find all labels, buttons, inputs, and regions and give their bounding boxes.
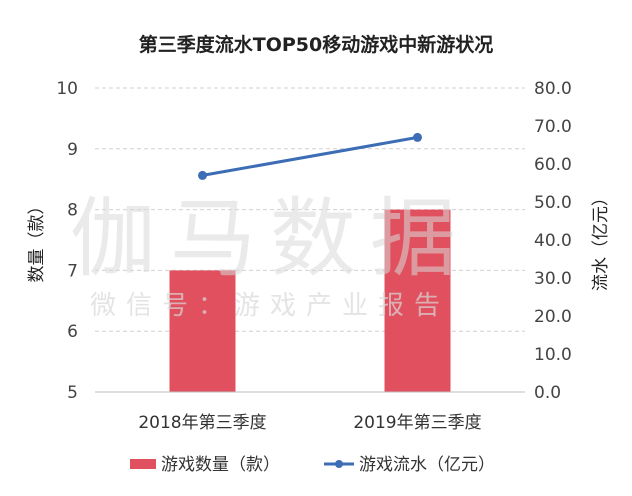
y2-tick-label: 0.0 [534, 383, 561, 403]
legend: 游戏数量（款） 游戏流水（亿元） [130, 455, 495, 475]
watermark-tagline: 微信号：游戏产业报告 [90, 291, 450, 321]
y-tick-label: 7 [67, 261, 78, 281]
left-axis-ticks: 5 6 7 8 9 10 [56, 79, 78, 403]
legend-bar-swatch [130, 459, 156, 469]
y-axis-title: 数量（款） [27, 198, 47, 283]
line-point [198, 170, 207, 180]
y-tick-label: 9 [67, 140, 78, 160]
line-point [413, 132, 422, 142]
y2-tick-label: 30.0 [534, 269, 572, 289]
chart-title: 第三季度流水TOP50移动游戏中新游状况 [139, 33, 493, 56]
right-axis-ticks: 0.0 10.0 20.0 30.0 40.0 50.0 60.0 70.0 80.0 [534, 79, 572, 403]
bar [169, 270, 236, 392]
category-label: 2019年第三季度 [353, 413, 481, 433]
y2-tick-label: 80.0 [534, 79, 572, 99]
legend-bar-label: 游戏数量（款） [161, 455, 280, 475]
line-path [202, 135, 418, 177]
watermark-brand: 伽马数据 [70, 189, 470, 289]
y-tick-label: 6 [67, 322, 78, 342]
bar [384, 209, 451, 392]
line-series [198, 132, 422, 180]
y-tick-label: 5 [67, 383, 78, 403]
legend-line-label: 游戏流水（亿元） [359, 455, 495, 475]
y2-tick-label: 10.0 [534, 345, 572, 365]
y-tick-label: 8 [67, 201, 78, 221]
category-label: 2018年第三季度 [138, 413, 266, 433]
y2-tick-label: 70.0 [534, 117, 572, 137]
category-labels: 2018年第三季度 2019年第三季度 [138, 413, 481, 433]
y2-tick-label: 40.0 [534, 231, 572, 251]
bar-series [95, 209, 525, 393]
y2-tick-label: 20.0 [534, 307, 572, 327]
y-tick-label: 10 [56, 79, 78, 99]
y2-axis-title: 流水（亿元） [591, 189, 611, 291]
legend-line-marker [335, 460, 343, 468]
y2-tick-label: 50.0 [534, 193, 572, 213]
y2-tick-label: 60.0 [534, 155, 572, 175]
